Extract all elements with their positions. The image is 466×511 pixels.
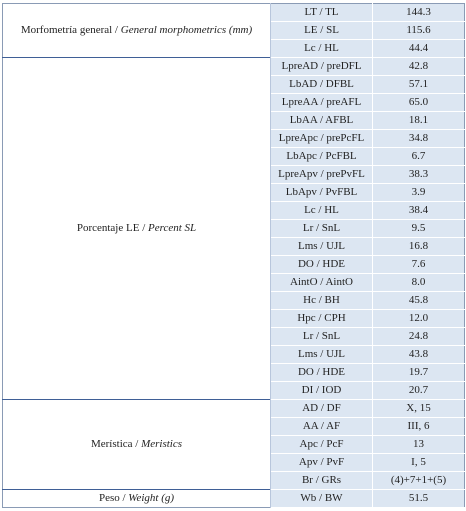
value: 7.6 bbox=[372, 255, 465, 274]
value: 8.0 bbox=[372, 273, 465, 292]
abbreviation: DO / HDE bbox=[270, 363, 373, 382]
table-wrap: Morfometría general / General morphometr… bbox=[2, 3, 465, 508]
abbreviation: Lr / SnL bbox=[270, 327, 373, 346]
group-label-es: Peso / bbox=[98, 492, 126, 504]
abbreviation: Apv / PvF bbox=[270, 453, 373, 472]
table-row: Peso / Weight (g) Wb / BW 51.5 bbox=[2, 489, 465, 508]
value: 16.8 bbox=[372, 237, 465, 256]
value: 38.4 bbox=[372, 201, 465, 220]
group-label-en: General morphometrics (mm) bbox=[120, 24, 253, 36]
group-label-es: Porcentaje LE / bbox=[76, 222, 146, 234]
value: 24.8 bbox=[372, 327, 465, 346]
abbreviation: AintO / AintO bbox=[270, 273, 373, 292]
group-label-en: Meristics bbox=[141, 438, 183, 450]
value: 9.5 bbox=[372, 219, 465, 238]
value: 43.8 bbox=[372, 345, 465, 364]
group-label-es: Merística / bbox=[90, 438, 139, 450]
table-row: DO / HDE 19.7 bbox=[3, 363, 465, 382]
table-row: Apv / PvF I, 5 bbox=[3, 453, 465, 472]
abbreviation: AA / AF bbox=[270, 417, 373, 436]
value: 20.7 bbox=[372, 381, 465, 400]
table-row: Lr / SnL 9.5 bbox=[3, 219, 465, 238]
abbreviation: LbApc / PcFBL bbox=[270, 147, 373, 166]
abbreviation: Lc / HL bbox=[270, 39, 373, 58]
abbreviation: Hpc / CPH bbox=[270, 309, 373, 328]
table-body: Morfometría general / General morphometr… bbox=[2, 3, 465, 508]
table-row: Apc / PcF 13 bbox=[3, 435, 465, 454]
group-label: Morfometría general / General morphometr… bbox=[2, 3, 271, 58]
value: III, 6 bbox=[372, 417, 465, 436]
value: 144.3 bbox=[372, 3, 465, 22]
group-label: Peso / Weight (g) bbox=[2, 489, 271, 508]
abbreviation: LpreApv / prePvFL bbox=[270, 165, 373, 184]
value: 65.0 bbox=[372, 93, 465, 112]
value: 44.4 bbox=[372, 39, 465, 58]
table-row: Lc / HL 38.4 bbox=[3, 201, 465, 220]
abbreviation: Lms / UJL bbox=[270, 345, 373, 364]
group-label-es: Morfometría general / bbox=[20, 24, 118, 36]
table-row: Lms / UJL 16.8 bbox=[3, 237, 465, 256]
table-row: LE / SL 115.6 bbox=[3, 21, 465, 40]
table-row: Hpc / CPH 12.0 bbox=[3, 309, 465, 328]
value: 6.7 bbox=[372, 147, 465, 166]
table-row: Lc / HL 44.4 bbox=[3, 39, 465, 58]
abbreviation: Br / GRs bbox=[270, 471, 373, 490]
table-row: Lr / SnL 24.8 bbox=[3, 327, 465, 346]
table-row: AA / AF III, 6 bbox=[3, 417, 465, 436]
value: 42.8 bbox=[372, 57, 465, 76]
abbreviation: Hc / BH bbox=[270, 291, 373, 310]
abbreviation: LbAD / DFBL bbox=[270, 75, 373, 94]
abbreviation: DO / HDE bbox=[270, 255, 373, 274]
value: X, 15 bbox=[372, 399, 465, 418]
abbreviation: Lc / HL bbox=[270, 201, 373, 220]
table-row: Porcentaje LE / Percent SL LpreAD / preDF… bbox=[2, 57, 465, 400]
abbreviation: Lms / UJL bbox=[270, 237, 373, 256]
value: 12.0 bbox=[372, 309, 465, 328]
table-row: Lms / UJL 43.8 bbox=[3, 345, 465, 364]
value: (4)+7+1+(5) bbox=[372, 471, 465, 490]
value: 34.8 bbox=[372, 129, 465, 148]
value: 3.9 bbox=[372, 183, 465, 202]
table-row: LbAA / AFBL 18.1 bbox=[3, 111, 465, 130]
value: I, 5 bbox=[372, 453, 465, 472]
value: 115.6 bbox=[372, 21, 465, 40]
table-row: LbApv / PvFBL 3.9 bbox=[3, 183, 465, 202]
table-row: Hc / BH 45.8 bbox=[3, 291, 465, 310]
abbreviation: LpreAD / preDFL bbox=[270, 57, 373, 76]
table-row: Merística / Meristics AD / DF X, 15 bbox=[2, 399, 465, 490]
morphometrics-table: Morfometría general / General morphometr… bbox=[2, 3, 465, 508]
group-label-en: Weight (g) bbox=[128, 492, 175, 504]
abbreviation: LbAA / AFBL bbox=[270, 111, 373, 130]
value: 19.7 bbox=[372, 363, 465, 382]
value: 57.1 bbox=[372, 75, 465, 94]
abbreviation: Apc / PcF bbox=[270, 435, 373, 454]
value: 51.5 bbox=[372, 489, 465, 508]
abbreviation: LpreApc / prePcFL bbox=[270, 129, 373, 148]
abbreviation: Wb / BW bbox=[270, 489, 373, 508]
table-row: LpreApv / prePvFL 38.3 bbox=[3, 165, 465, 184]
abbreviation: DI / IOD bbox=[270, 381, 373, 400]
table-row: LpreApc / prePcFL 34.8 bbox=[3, 129, 465, 148]
group-label: Porcentaje LE / Percent SL bbox=[2, 57, 271, 400]
abbreviation: LbApv / PvFBL bbox=[270, 183, 373, 202]
group-label: Merística / Meristics bbox=[2, 399, 271, 490]
abbreviation: AD / DF bbox=[270, 399, 373, 418]
table-row: AintO / AintO 8.0 bbox=[3, 273, 465, 292]
group-label-en: Percent SL bbox=[148, 222, 197, 234]
abbreviation: Lr / SnL bbox=[270, 219, 373, 238]
value: 18.1 bbox=[372, 111, 465, 130]
table-row: DO / HDE 7.6 bbox=[3, 255, 465, 274]
table-row: LpreAA / preAFL 65.0 bbox=[3, 93, 465, 112]
value: 38.3 bbox=[372, 165, 465, 184]
value: 45.8 bbox=[372, 291, 465, 310]
table-row: LbApc / PcFBL 6.7 bbox=[3, 147, 465, 166]
table-row: DI / IOD 20.7 bbox=[3, 381, 465, 400]
table-row: LbAD / DFBL 57.1 bbox=[3, 75, 465, 94]
abbreviation: LT / TL bbox=[270, 3, 373, 22]
abbreviation: LpreAA / preAFL bbox=[270, 93, 373, 112]
table-row: Morfometría general / General morphometr… bbox=[2, 3, 465, 58]
value: 13 bbox=[372, 435, 465, 454]
abbreviation: LE / SL bbox=[270, 21, 373, 40]
